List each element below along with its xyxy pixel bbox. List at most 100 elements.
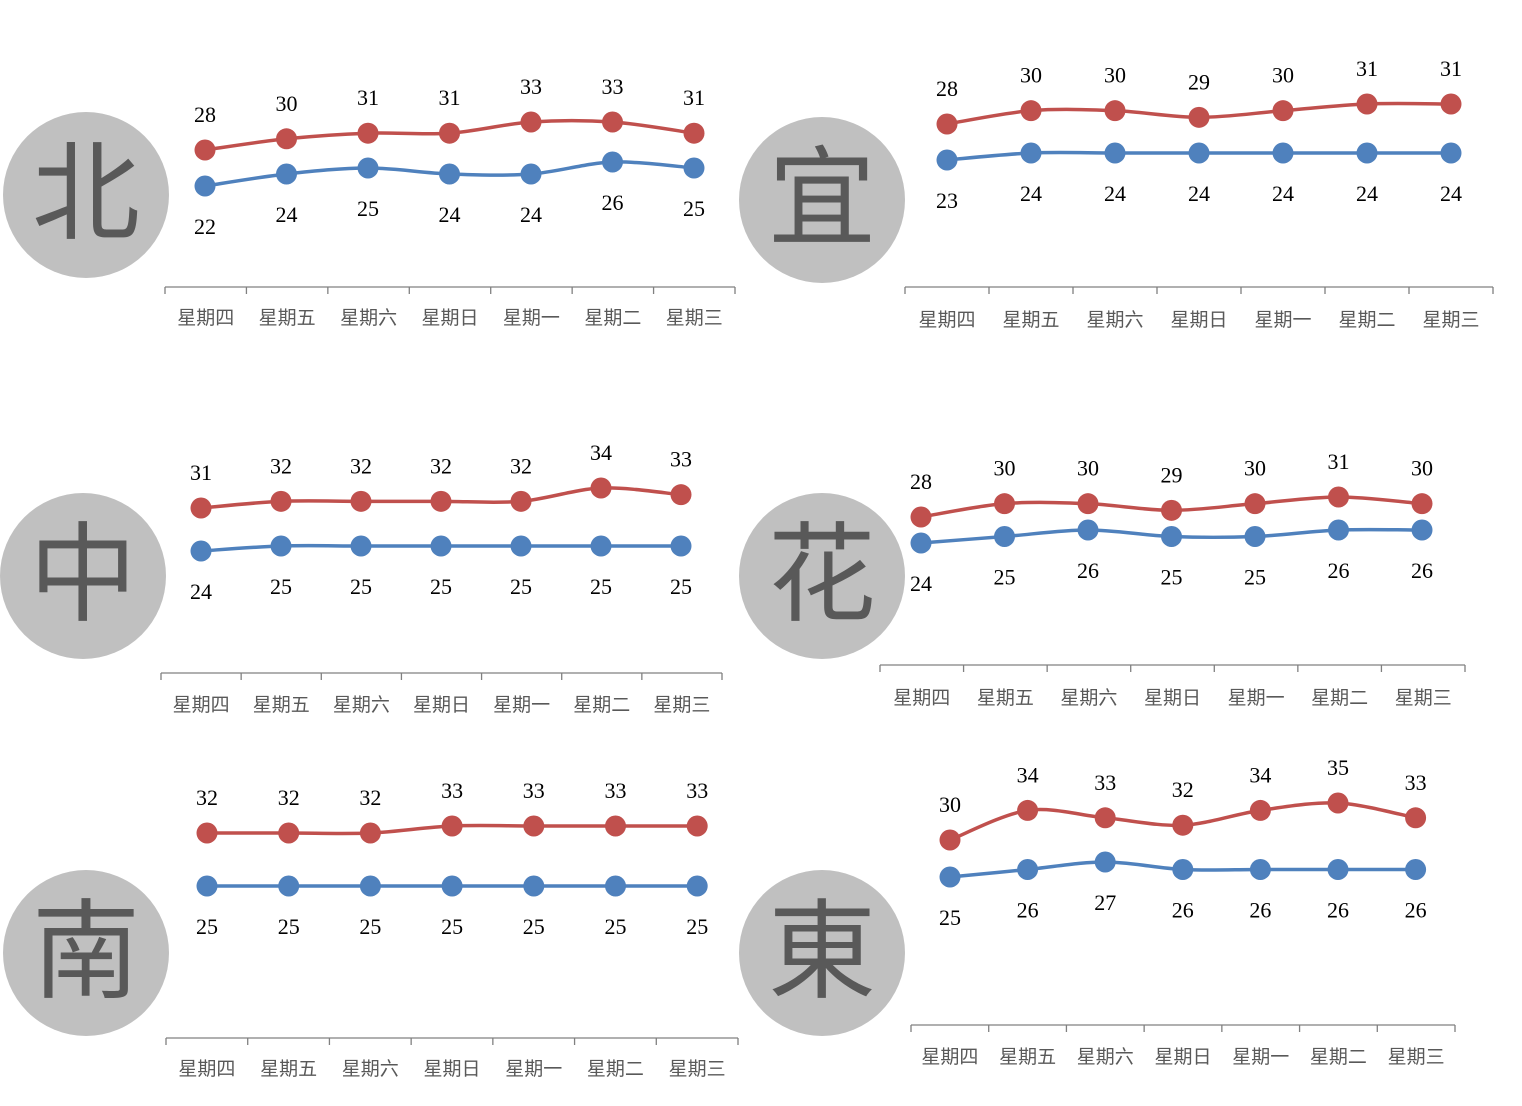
series-high-point [1188,106,1210,128]
series-high-point [1017,799,1039,821]
series-low-point [590,535,612,557]
series-high-point [194,139,216,161]
series-high-point [939,829,961,851]
x-tick-label: 星期二 [1310,1046,1367,1068]
series-low-point [270,535,292,557]
x-tick-label: 星期四 [177,307,234,329]
series-low-point [910,532,932,554]
series-low-point [1272,142,1294,164]
series-low-data-label: 26 [602,190,624,215]
x-tick-label: 星期日 [1144,687,1201,709]
series-high-data-label: 33 [602,74,624,99]
series-low-point [441,875,463,897]
series-high-point [994,493,1015,515]
series-high-data-label: 30 [939,792,961,817]
x-tick-label: 星期日 [1154,1046,1211,1068]
series-low-point [683,157,705,179]
series-high-data-label: 31 [1440,56,1462,81]
series-high-data-label: 33 [523,778,545,803]
series-high-point [1249,799,1271,821]
series-low-data-label: 25 [196,914,218,939]
x-tick-label: 星期一 [493,694,550,716]
series-low-data-label: 26 [1328,558,1350,583]
series-low-point [1104,142,1126,164]
x-tick-label: 星期六 [340,307,397,329]
series-low-point [1327,859,1349,880]
series-low-point [276,163,297,185]
series-low-point [605,875,626,897]
series-low-point [523,875,545,897]
series-high-data-label: 32 [270,453,292,478]
series-high-data-label: 34 [590,440,612,465]
x-tick-label: 星期五 [977,687,1034,709]
x-tick-label: 星期日 [1170,309,1227,331]
series-high-point [278,822,300,844]
series-low-data-label: 24 [1272,181,1294,206]
x-tick-label: 星期五 [1002,309,1059,331]
series-high-data-label: 32 [350,453,372,478]
series-low-data-label: 25 [994,565,1016,590]
series-high-data-label: 34 [1017,762,1039,787]
region-name-yilan: 宜 [767,137,876,262]
series-low-point [1077,519,1099,541]
series-high-point [1272,100,1294,122]
series-low-data-label: 26 [1249,898,1271,923]
series-low-data-label: 25 [350,574,372,599]
x-tick-label: 星期三 [669,1058,726,1080]
series-low-data-label: 24 [439,202,461,227]
series-low-point [602,151,623,173]
series-high-data-label: 29 [1161,462,1183,487]
series-high-data-label: 32 [278,785,300,810]
series-high-data-label: 30 [1272,63,1294,88]
series-high-point [441,815,463,837]
series-low-data-label: 25 [686,914,708,939]
region-badge-south: 南 [3,870,169,1036]
series-high-data-label: 34 [1249,762,1271,787]
series-high-data-label: 33 [1405,770,1427,795]
series-high-point [359,822,381,844]
series-low-data-label: 25 [1161,565,1183,590]
x-tick-label: 星期二 [573,694,630,716]
series-high-data-label: 30 [1411,456,1433,481]
series-low-point [1249,859,1271,880]
x-tick-label: 星期五 [253,694,310,716]
series-low-point [190,540,212,562]
x-tick-label: 星期三 [666,307,723,329]
series-low-point [430,535,452,557]
series-low-data-label: 24 [276,202,298,227]
series-high-data-label: 32 [359,785,381,810]
series-low-point [1188,142,1210,164]
x-tick-label: 星期五 [259,307,316,329]
series-high-point [520,111,542,133]
region-name-hualien: 花 [767,513,876,638]
x-tick-label: 星期四 [918,309,975,331]
series-low-point [520,163,542,185]
series-low-data-label: 24 [910,571,932,596]
series-high-data-label: 30 [1020,63,1042,88]
x-tick-label: 星期五 [999,1046,1056,1068]
series-low-data-label: 24 [1440,181,1462,206]
series-high-data-label: 30 [994,456,1016,481]
series-high-data-label: 33 [441,778,463,803]
series-high-data-label: 28 [910,469,932,494]
series-high-point [430,490,452,512]
x-tick-label: 星期日 [421,307,478,329]
series-low-data-label: 25 [441,914,463,939]
series-low-data-label: 22 [194,214,216,239]
series-high-data-label: 33 [520,74,542,99]
x-tick-label: 星期六 [1086,309,1143,331]
series-high-point [357,122,379,144]
series-high-point [910,506,932,528]
series-low-point [1020,142,1042,164]
region-badge-north: 北 [3,112,169,278]
series-low-data-label: 25 [357,196,379,221]
series-high-point [1327,792,1349,814]
series-high-point [590,477,612,499]
series-low-data-label: 26 [1017,898,1039,923]
series-high-point [270,490,292,512]
region-badge-central: 中 [0,493,166,659]
series-high-data-label: 33 [670,447,692,472]
series-low-data-label: 23 [936,188,958,213]
